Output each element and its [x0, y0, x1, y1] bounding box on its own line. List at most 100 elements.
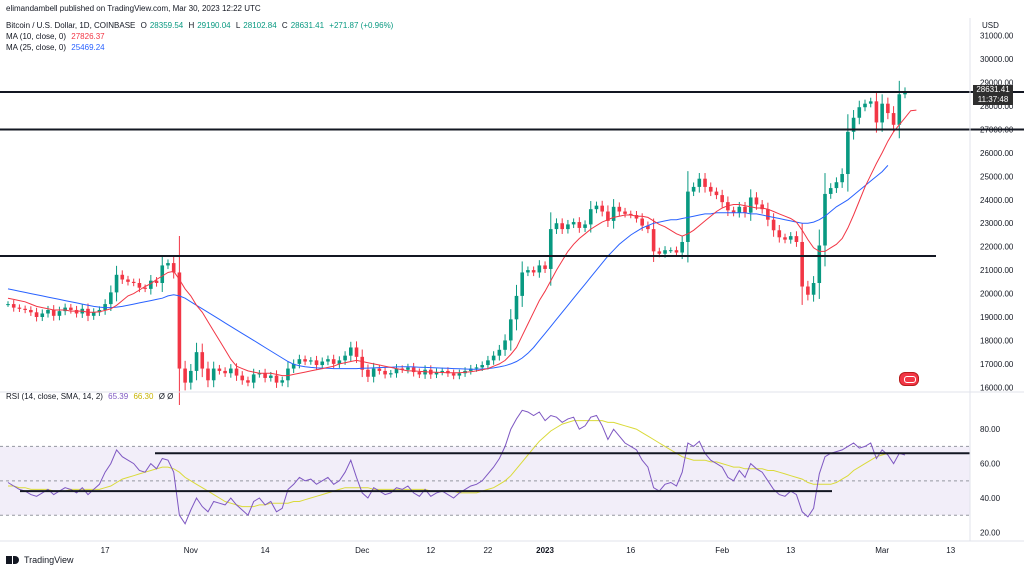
candle-body	[514, 295, 519, 320]
candle-body	[674, 250, 679, 253]
price-tick-label: 19000.00	[980, 313, 1014, 322]
candle-body	[548, 229, 553, 269]
candle-body	[634, 215, 639, 219]
candle-body	[246, 380, 250, 383]
candle-body	[286, 368, 290, 381]
main-pane	[0, 80, 1024, 406]
candle-body	[320, 361, 325, 366]
ma10-legend[interactable]: MA (10, close, 0) 27826.37	[6, 32, 108, 41]
price-tick-label: 23000.00	[980, 219, 1014, 228]
candle-body	[137, 283, 142, 288]
candle-body	[194, 352, 199, 371]
candle-body	[6, 304, 10, 306]
ma25-line	[7, 165, 889, 370]
candle-body	[371, 368, 376, 377]
time-tick-label: 22	[483, 546, 492, 555]
rsi-tick-label: 20.00	[980, 528, 1001, 537]
candle-body	[691, 186, 696, 192]
candle-body	[823, 193, 827, 246]
candle-body	[297, 359, 302, 364]
high-value: 29190.04	[197, 21, 231, 30]
candle-body	[668, 250, 673, 252]
candle-body	[806, 286, 810, 295]
candle-body	[760, 204, 764, 210]
candle-body	[11, 304, 16, 308]
candle-body	[794, 236, 799, 242]
candle-body	[51, 309, 56, 316]
candle-body	[680, 241, 684, 253]
price-tick-label: 31000.00	[980, 32, 1014, 41]
candle-body	[880, 103, 884, 123]
brand-logo[interactable]: TradingView	[6, 555, 74, 565]
candle-body	[160, 265, 165, 284]
candle-body	[326, 359, 330, 362]
candle-body	[834, 182, 839, 189]
candle-body	[149, 280, 153, 289]
candle-body	[314, 360, 319, 366]
currency-label: USD	[982, 21, 999, 30]
time-tick-label: 13	[786, 546, 795, 555]
candle-body	[606, 211, 610, 221]
candle-body	[34, 312, 39, 317]
time-tick-label: 16	[626, 546, 635, 555]
axes: 16000.00 17000.00 18000.00 19000.00 20000.00…	[0, 18, 1024, 555]
candle-body	[486, 360, 490, 366]
candle-body	[766, 209, 770, 220]
close-label: C	[281, 21, 288, 30]
rsi-ma-value: 66.30	[133, 392, 154, 401]
tradingview-logo-icon	[6, 556, 20, 564]
candle-body	[508, 319, 513, 341]
candle-body	[503, 340, 507, 350]
candle-body	[234, 368, 239, 376]
candle-body	[274, 375, 279, 383]
price-tick-label: 18000.00	[980, 336, 1014, 345]
candle-body	[206, 368, 210, 381]
candle-body	[686, 191, 690, 242]
candle-body	[360, 356, 365, 370]
rsi-pane	[0, 409, 970, 525]
candle-body	[109, 292, 113, 305]
candle-body	[57, 311, 62, 316]
publisher-text: elimandambell published on TradingView.c…	[6, 4, 261, 13]
rsi-legend[interactable]: RSI (14, close, SMA, 14, 2) 65.39 66.30 …	[6, 392, 176, 401]
price-tick-label: 22000.00	[980, 243, 1014, 252]
countdown-value: 11:37:48	[977, 95, 1009, 104]
candle-body	[114, 274, 119, 293]
candle-body	[491, 355, 496, 361]
candle-body	[74, 309, 79, 314]
ma10-label: MA (10, close, 0)	[6, 32, 67, 41]
price-tick-label: 28000.00	[980, 102, 1014, 111]
brand-text: TradingView	[24, 555, 74, 565]
candle-body	[23, 308, 27, 310]
candle-body	[183, 368, 187, 383]
price-tick-label: 16000.00	[980, 383, 1014, 392]
candle-body	[177, 272, 182, 369]
candle-body	[531, 270, 536, 273]
candle-body	[828, 188, 833, 194]
flag-icon[interactable]	[899, 372, 919, 386]
candle-body	[891, 113, 896, 125]
ma10-line	[7, 109, 917, 377]
time-tick-label: 2023	[536, 546, 554, 555]
candle-body	[577, 222, 582, 228]
candle-body	[434, 372, 439, 375]
candle-body	[229, 368, 233, 374]
candle-body	[171, 263, 176, 273]
ma25-legend[interactable]: MA (25, close, 0) 25469.24	[6, 43, 108, 52]
candle-body	[257, 373, 262, 375]
price-tick-label: 26000.00	[980, 149, 1014, 158]
candle-body	[40, 313, 45, 317]
candle-body	[537, 265, 542, 273]
price-tick-label: 21000.00	[980, 266, 1014, 275]
candle-body	[63, 307, 67, 312]
candle-body	[400, 368, 405, 370]
candle-body	[291, 363, 296, 369]
candle-body	[731, 210, 736, 213]
candle-body	[166, 263, 170, 266]
ohlc-header: Bitcoin / U.S. Dollar, 1D, COINBASE O 283…	[6, 21, 396, 30]
ma25-value: 25469.24	[71, 43, 105, 52]
price-tick-label: 20000.00	[980, 290, 1014, 299]
candle-body	[349, 347, 353, 356]
candle-body	[554, 223, 559, 230]
candle-body	[886, 103, 890, 114]
